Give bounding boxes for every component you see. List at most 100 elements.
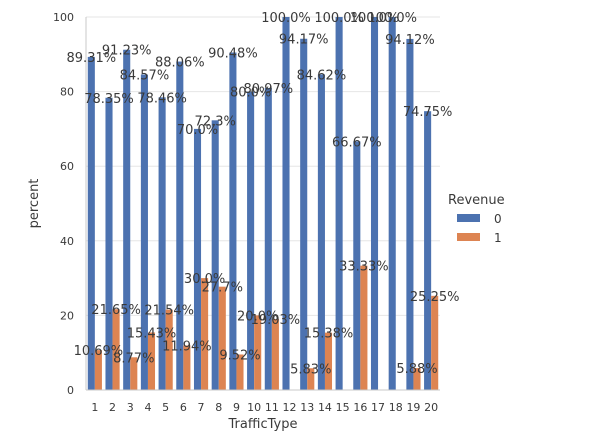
y-tick-label: 80 <box>60 86 74 99</box>
data-label: 19.03% <box>251 313 301 328</box>
bar-series-1 <box>431 295 439 390</box>
data-label: 11.94% <box>162 339 212 354</box>
data-label: 66.67% <box>332 135 382 150</box>
bar-series-1 <box>130 357 138 390</box>
data-label: 100.0% <box>261 11 311 26</box>
bar-series-0 <box>300 38 308 390</box>
data-label: 70.0% <box>177 123 218 138</box>
legend-swatch <box>457 214 480 222</box>
data-label: 100.0% <box>367 11 417 26</box>
bar-series-0 <box>282 17 290 390</box>
data-label: 15.38% <box>304 327 354 342</box>
data-label: 91.23% <box>102 44 152 59</box>
legend-swatch <box>457 233 480 241</box>
data-label: 80.97% <box>244 82 294 97</box>
bar-series-1 <box>236 354 244 390</box>
data-label: 94.17% <box>279 33 329 48</box>
data-labels: 89.31% 10.69% 78.35% 21.65% 91.23% 8.77% 84.57… <box>67 11 460 377</box>
bar-series-0 <box>264 87 272 390</box>
bar-series-0 <box>140 74 148 391</box>
bar-series-0 <box>158 97 166 390</box>
bar-series-1 <box>165 309 173 390</box>
bar-series-1 <box>254 315 262 390</box>
data-label: 88.06% <box>155 56 205 71</box>
x-tick-label: 7 <box>198 401 205 414</box>
legend-label: 1 <box>494 231 502 245</box>
bar-series-0 <box>176 61 184 391</box>
x-tick-label: 17 <box>371 401 385 414</box>
x-tick-label: 13 <box>300 401 314 414</box>
x-tick-label: 15 <box>336 401 350 414</box>
x-tick-label: 14 <box>318 401 332 414</box>
x-tick-label: 9 <box>233 401 240 414</box>
data-label: 8.77% <box>113 351 154 366</box>
data-label: 21.54% <box>144 304 194 319</box>
y-tick-label: 40 <box>60 235 74 248</box>
bar-series-1 <box>360 265 368 390</box>
x-tick-label: 6 <box>180 401 187 414</box>
data-label: 74.75% <box>403 105 453 120</box>
bar-series-0 <box>87 56 95 391</box>
x-tick-label: 1 <box>91 401 98 414</box>
bar-series-1 <box>413 368 421 390</box>
data-label: 90.48% <box>208 47 258 62</box>
y-tick-label: 20 <box>60 309 74 322</box>
y-tick-label: 0 <box>67 384 74 397</box>
bar-series-1 <box>183 345 191 390</box>
data-label: 84.62% <box>297 68 347 83</box>
x-tick-label: 12 <box>283 401 297 414</box>
bar-series-0 <box>105 97 113 390</box>
bar-series-0 <box>388 17 396 390</box>
bar-series-1 <box>324 332 333 390</box>
bar-series-0 <box>353 141 361 390</box>
bar-series-0 <box>211 120 219 391</box>
data-label: 100.0% <box>350 11 400 26</box>
data-label: 25.25% <box>410 290 460 305</box>
bar-series-1 <box>112 309 120 390</box>
x-tick-label: 8 <box>215 401 222 414</box>
data-label: 80.0% <box>230 86 271 101</box>
x-tick-label: 4 <box>144 401 151 414</box>
x-tick-label: 19 <box>406 401 420 414</box>
data-label: 30.0% <box>184 272 225 287</box>
bar-series-0 <box>424 111 432 391</box>
y-axis-label: percent <box>27 179 42 229</box>
x-tick-label: 16 <box>353 401 367 414</box>
y-tick-label: 60 <box>60 160 74 173</box>
bars <box>87 17 439 391</box>
data-label: 33.33% <box>339 260 389 275</box>
bar-series-0 <box>247 91 255 390</box>
bar-series-0 <box>123 49 131 391</box>
x-tick-label: 20 <box>424 401 438 414</box>
legend: Revenue 0 1 <box>448 193 505 245</box>
x-tick-label: 3 <box>127 401 134 414</box>
data-label: 78.35% <box>84 92 134 107</box>
legend-label: 0 <box>494 212 502 226</box>
data-label: 10.69% <box>74 344 124 359</box>
bar-series-1 <box>201 278 209 390</box>
bar-series-0 <box>370 17 379 390</box>
x-axis-label: TrafficType <box>228 417 298 432</box>
bar-series-1 <box>307 368 315 390</box>
data-label: 78.46% <box>137 91 187 106</box>
legend-title: Revenue <box>448 193 505 208</box>
bar-series-1 <box>218 286 226 390</box>
data-label: 5.88% <box>396 362 437 377</box>
x-tick-label: 2 <box>109 401 116 414</box>
bar-series-1 <box>147 332 156 390</box>
data-label: 27.7% <box>202 281 243 296</box>
bar-series-0 <box>317 74 325 390</box>
data-label: 100.0% <box>314 11 364 26</box>
x-tick-label: 11 <box>265 401 279 414</box>
data-label: 84.57% <box>120 69 170 84</box>
data-label: 89.31% <box>67 51 117 66</box>
bar-series-1 <box>271 319 279 390</box>
data-label: 9.52% <box>219 348 260 363</box>
y-tick-label: 100 <box>53 11 74 24</box>
x-tick-label: 10 <box>247 401 261 414</box>
bar-series-0 <box>335 17 343 390</box>
bar-series-0 <box>193 128 202 390</box>
data-label: 21.65% <box>91 303 141 318</box>
x-tick-label: 18 <box>389 401 403 414</box>
